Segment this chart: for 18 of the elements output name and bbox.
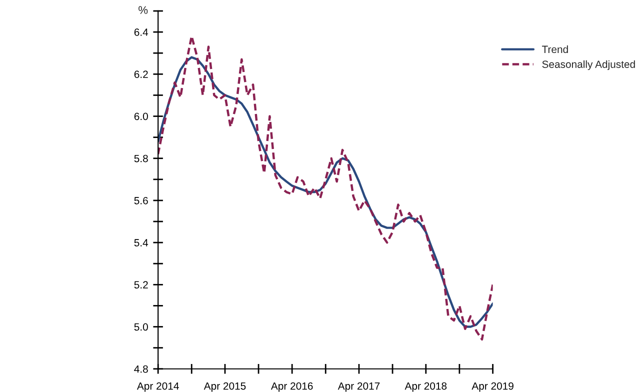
- x-tick-label: Apr 2017: [338, 382, 380, 392]
- legend-label: Seasonally Adjusted: [542, 60, 635, 70]
- x-tick-label: Apr 2014: [136, 382, 179, 392]
- y-tick-label: 5.2: [134, 281, 148, 289]
- x-tick-label: Apr 2016: [270, 382, 313, 392]
- y-tick-label: 5.4: [134, 239, 148, 246]
- x-tick-label: Apr 2015: [204, 382, 246, 392]
- y-tick-label: 5.8: [134, 154, 148, 162]
- x-tick-label: Apr 2019: [472, 382, 514, 392]
- y-tick-label: 6.2: [134, 70, 148, 78]
- y-axis-title: %: [138, 6, 148, 14]
- y-tick-label: 4.8: [134, 365, 148, 373]
- y-tick-label: 6.0: [134, 112, 148, 120]
- y-tick-label: 5.0: [134, 323, 148, 331]
- x-tick-label: Apr 2018: [404, 382, 447, 392]
- legend-label: Trend: [542, 45, 568, 54]
- y-tick-label: 5.6: [134, 196, 148, 204]
- y-tick-label: 6.4: [134, 28, 148, 36]
